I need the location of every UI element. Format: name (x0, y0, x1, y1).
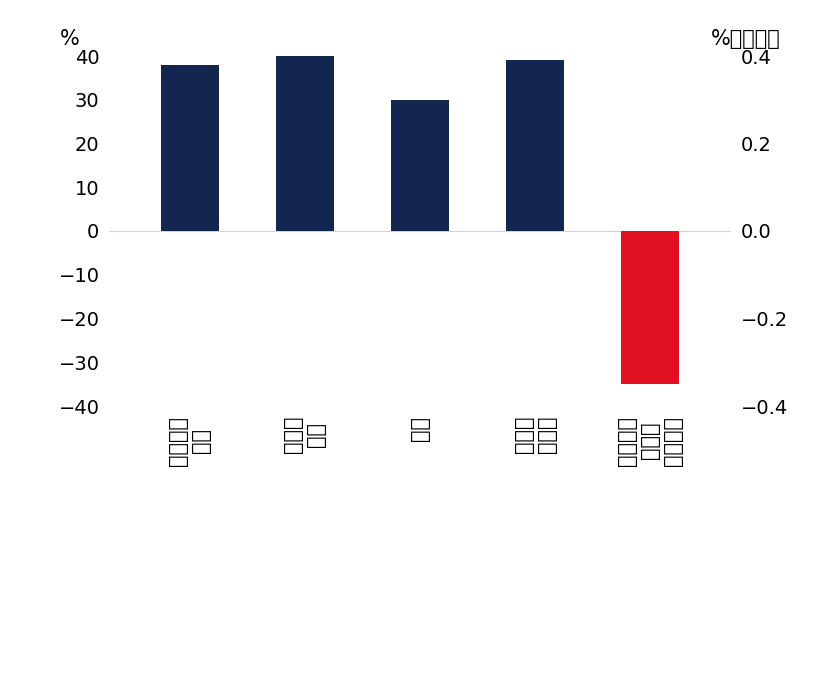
Bar (622, 231, 679, 384)
Text: %ポイント: %ポイント (711, 29, 780, 49)
Text: %: % (60, 29, 79, 49)
Bar (507, 60, 564, 231)
Bar (276, 48, 333, 231)
Bar (161, 65, 218, 231)
Bar (391, 99, 449, 231)
